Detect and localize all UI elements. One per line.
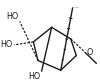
Text: ···: ··· [74,5,80,10]
Text: HO: HO [1,40,13,49]
Text: HO: HO [28,72,41,81]
Text: HO: HO [6,12,18,21]
Text: O: O [86,48,93,57]
